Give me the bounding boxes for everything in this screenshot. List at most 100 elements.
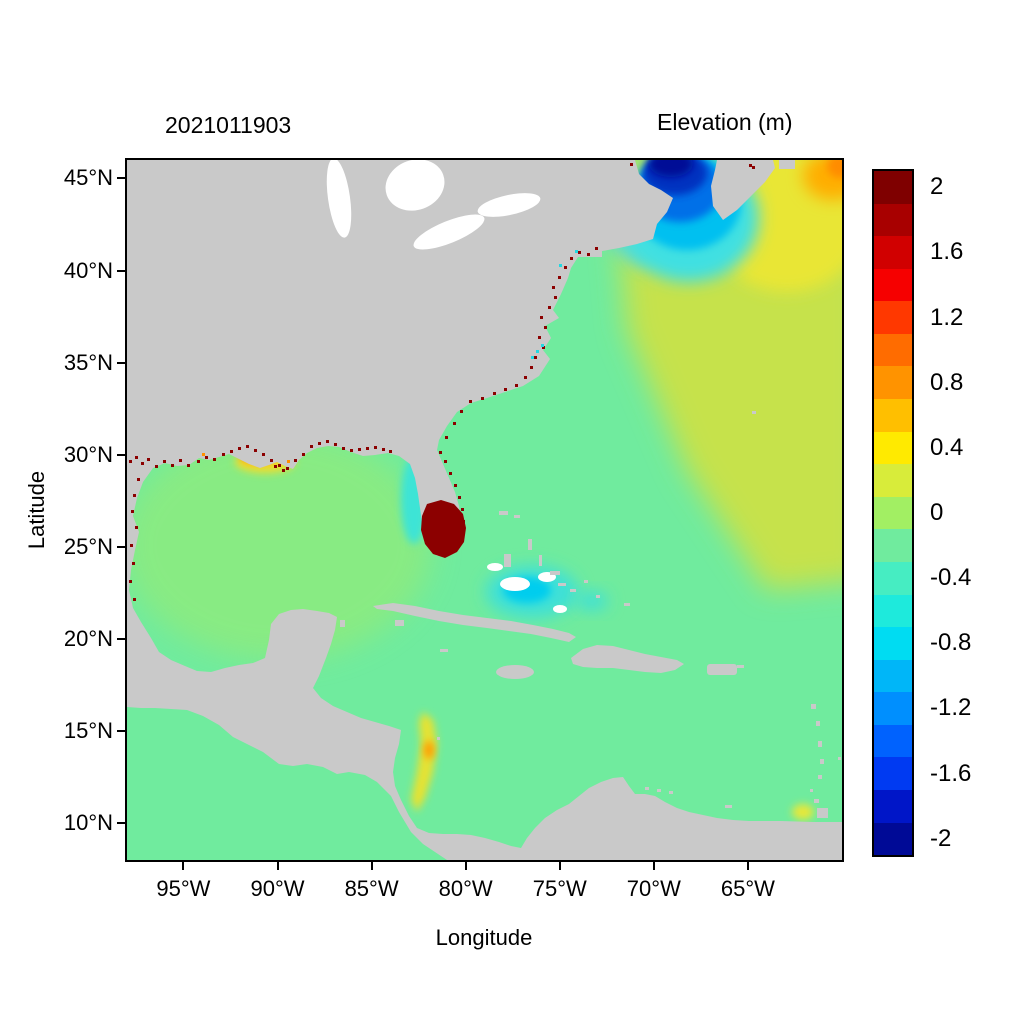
colorbar-cell <box>874 529 912 562</box>
speck <box>262 453 265 456</box>
speck <box>444 460 447 463</box>
colorbar-tick-label: 0 <box>930 499 944 526</box>
speck <box>749 164 752 167</box>
colorbar-cell <box>874 333 912 367</box>
speck <box>129 460 132 463</box>
speck <box>302 453 305 456</box>
speck <box>358 448 361 451</box>
lat-tick-label: 10°N <box>63 810 113 836</box>
providencia <box>437 737 440 740</box>
speck <box>454 484 457 487</box>
speck <box>460 410 463 413</box>
colorbar-cell <box>874 789 912 823</box>
colorbar-cell <box>874 822 912 856</box>
coastal-low-water-specks <box>531 250 578 359</box>
great-lakes <box>326 160 541 250</box>
speck <box>318 442 321 445</box>
land-masses <box>127 160 842 860</box>
colorbar <box>872 169 914 857</box>
lake-michigan <box>326 160 352 238</box>
speck <box>461 508 464 511</box>
speck <box>287 460 290 463</box>
colorbar-cell <box>874 692 912 725</box>
cozumel <box>340 620 345 627</box>
speck <box>137 478 140 481</box>
speck <box>548 306 551 309</box>
speck <box>334 443 337 446</box>
lat-tick-mark <box>117 361 125 364</box>
timestamp-title: 2021011903 <box>165 112 292 138</box>
speck <box>540 316 543 319</box>
jamaica <box>496 665 534 679</box>
y-axis-label: Latitude <box>24 470 49 550</box>
nicaragua-coast-high <box>411 712 437 812</box>
colorbar-cell <box>874 431 912 465</box>
speck <box>554 296 557 299</box>
speck <box>163 460 166 463</box>
colorbar-tick-label: -0.8 <box>930 629 972 657</box>
lon-tick-mark <box>276 862 279 870</box>
speck <box>382 448 385 451</box>
speck <box>439 451 442 454</box>
speck <box>462 520 465 523</box>
bahamas-islands <box>499 511 630 606</box>
speck <box>310 445 313 448</box>
speck <box>278 464 281 467</box>
cape-breton <box>779 160 795 169</box>
elevation-map <box>127 160 842 860</box>
bermuda <box>752 411 756 414</box>
speck <box>350 449 353 452</box>
lat-tick-mark <box>117 730 125 733</box>
map-plot-area <box>125 158 844 862</box>
colorbar-cell <box>874 561 912 595</box>
speck <box>564 266 567 269</box>
nicaragua-coast-high-core <box>424 741 434 759</box>
coastal-high-water-specks <box>129 163 755 601</box>
lat-tick-label: 35°N <box>63 349 113 375</box>
speck <box>458 496 461 499</box>
speck <box>230 450 233 453</box>
isla-juventud <box>395 620 404 626</box>
colorbar-cell <box>874 724 912 758</box>
lake-erie <box>413 214 485 250</box>
speck <box>187 464 190 467</box>
north-central-america-landmass <box>127 160 842 860</box>
speck <box>559 264 562 267</box>
speck <box>575 250 578 253</box>
speck <box>531 356 534 359</box>
speck <box>254 449 257 452</box>
lat-tick-mark <box>117 822 125 825</box>
colorbar-tick-label: 0.4 <box>930 433 964 461</box>
cuba <box>373 603 576 642</box>
speck <box>453 422 456 425</box>
colorbar-cell <box>874 236 912 269</box>
speck <box>389 450 392 453</box>
speck <box>595 247 598 250</box>
colorbar-cell <box>874 659 912 693</box>
lon-tick-label: 80°W <box>438 876 493 901</box>
speck <box>135 526 138 529</box>
speck <box>493 392 496 395</box>
topright-orange-core <box>827 160 842 178</box>
speck <box>246 445 249 448</box>
gulf-of-maine-low-core <box>649 160 693 177</box>
speck <box>132 562 135 565</box>
speck <box>171 464 174 467</box>
hispaniola <box>571 645 684 673</box>
speck <box>504 388 507 391</box>
lon-tick-label: 95°W <box>156 876 211 901</box>
lat-tick-label: 45°N <box>63 165 113 191</box>
speck <box>578 251 581 254</box>
colorbar-tick-label: 2 <box>930 173 944 201</box>
gulf-of-mexico-field <box>127 430 432 660</box>
speck <box>270 459 273 462</box>
coastal-orange-specks <box>202 453 290 463</box>
colorbar-tick-label: -2 <box>930 824 952 852</box>
speck <box>449 472 452 475</box>
lat-tick-mark <box>117 545 125 548</box>
speck <box>536 350 539 353</box>
speck <box>155 465 158 468</box>
lake-huron <box>385 160 445 211</box>
lon-tick-mark <box>182 862 185 870</box>
speck <box>286 467 289 470</box>
